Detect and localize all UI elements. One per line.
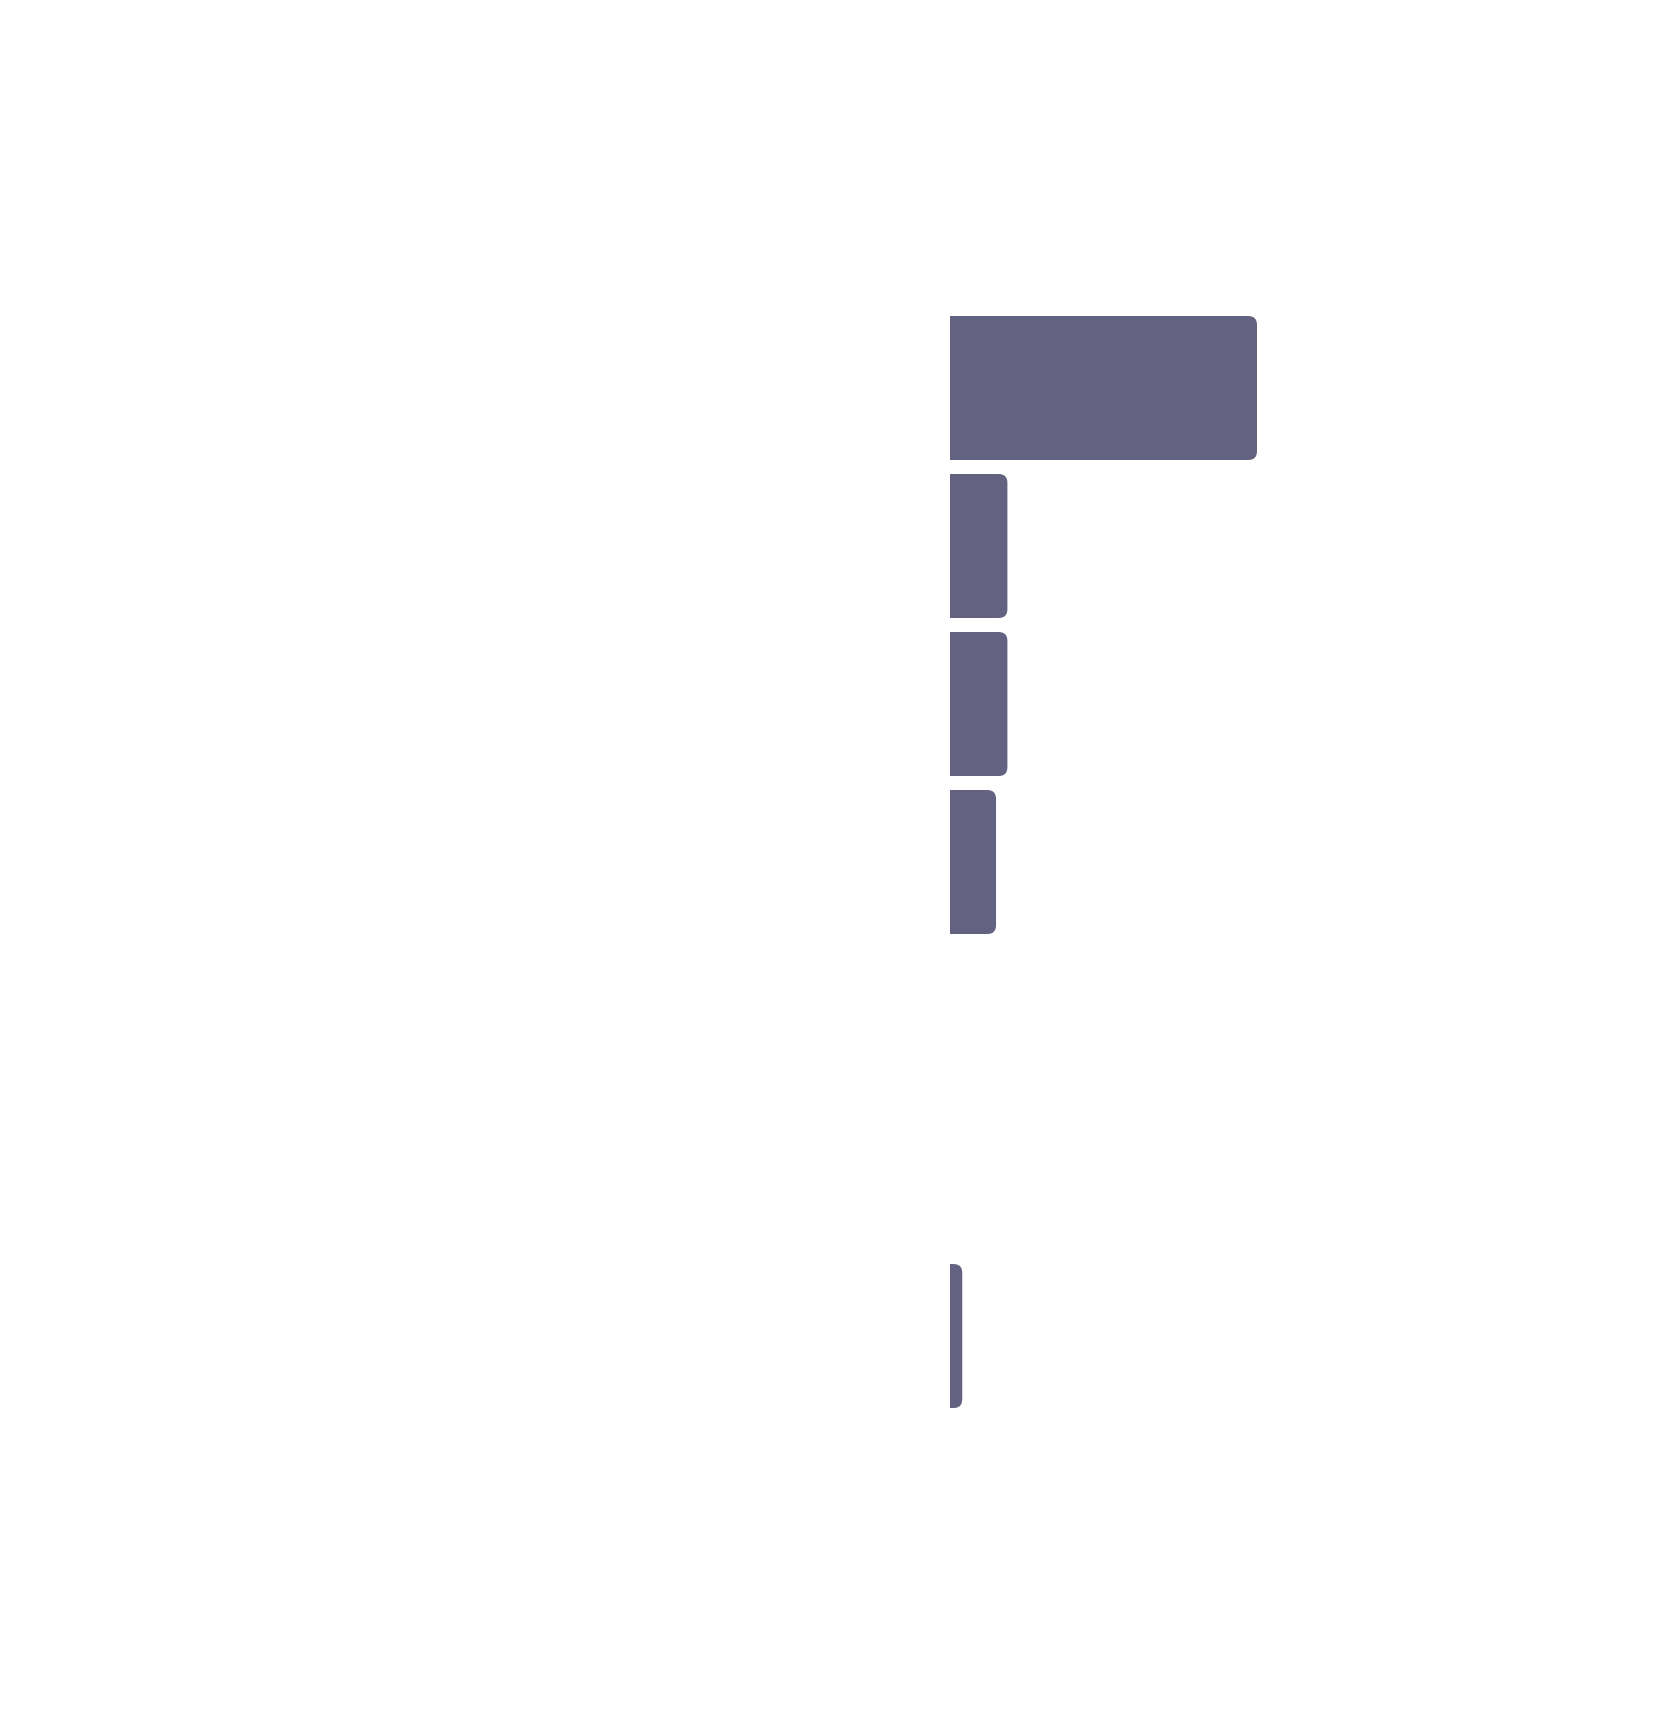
bar-1 [950,316,1257,460]
bar-4 [950,790,997,934]
bar-3 [950,632,1008,776]
bars-group [950,316,1257,1408]
bar-2 [950,474,1008,618]
bar-7 [950,1264,963,1408]
